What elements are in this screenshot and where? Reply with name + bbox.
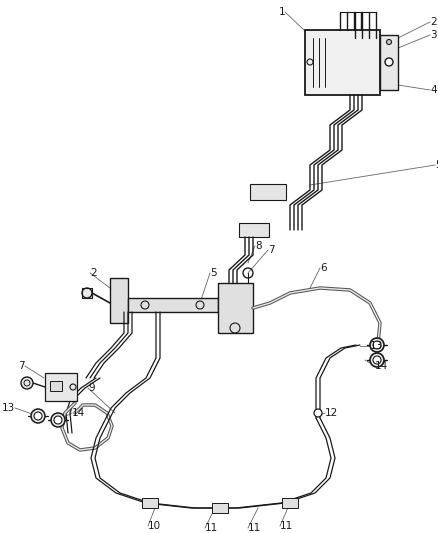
Text: 6: 6: [320, 263, 327, 273]
Text: 12: 12: [325, 408, 338, 418]
Text: 2: 2: [430, 17, 437, 27]
Bar: [282, 498, 298, 508]
Text: 8: 8: [255, 241, 261, 251]
Bar: [128, 298, 218, 312]
Bar: [110, 278, 128, 323]
Text: 2: 2: [90, 268, 97, 278]
Text: 5: 5: [210, 268, 217, 278]
Bar: [305, 30, 380, 95]
Circle shape: [370, 353, 384, 367]
Bar: [380, 35, 398, 90]
Text: 11: 11: [280, 521, 293, 531]
Circle shape: [21, 377, 33, 389]
Text: 14: 14: [72, 408, 85, 418]
Bar: [239, 223, 269, 237]
Circle shape: [54, 416, 62, 424]
Text: 7: 7: [268, 245, 275, 255]
Circle shape: [385, 58, 393, 66]
Circle shape: [314, 409, 322, 417]
Bar: [50, 381, 62, 391]
Circle shape: [373, 341, 381, 349]
Circle shape: [373, 356, 381, 364]
Text: 5: 5: [435, 160, 438, 170]
Text: 11: 11: [248, 523, 261, 533]
Bar: [45, 373, 77, 401]
Circle shape: [31, 409, 45, 423]
Text: 10: 10: [148, 521, 161, 531]
Circle shape: [34, 412, 42, 420]
Circle shape: [386, 39, 392, 44]
Circle shape: [51, 413, 65, 427]
Text: 9: 9: [88, 383, 95, 393]
Bar: [142, 498, 158, 508]
Text: 11: 11: [205, 523, 218, 533]
Text: 13: 13: [370, 341, 383, 351]
Text: 3: 3: [430, 30, 437, 40]
Circle shape: [370, 338, 384, 352]
Bar: [82, 288, 92, 298]
Bar: [212, 503, 228, 513]
Text: 14: 14: [375, 361, 388, 371]
Text: 7: 7: [18, 361, 25, 371]
Text: 4: 4: [430, 85, 437, 95]
Bar: [250, 184, 286, 200]
Text: 1: 1: [279, 7, 285, 17]
Text: 13: 13: [2, 403, 15, 413]
Bar: [218, 283, 253, 333]
